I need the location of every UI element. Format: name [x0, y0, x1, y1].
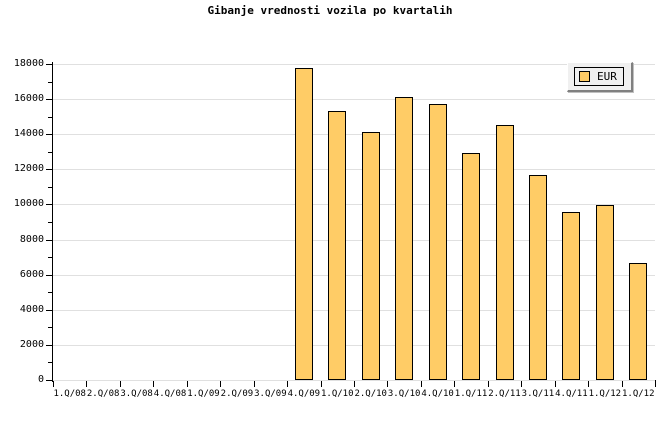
- x-axis-tick-label: 2.Q/08: [86, 389, 120, 399]
- y-tick-major: [46, 344, 53, 346]
- y-tick-minor: [48, 151, 53, 153]
- x-axis-tick-label: 3.Q/10: [387, 389, 421, 399]
- legend-item-eur[interactable]: EUR: [574, 67, 624, 86]
- x-axis-tick-label: 2.Q/10: [354, 389, 387, 399]
- plot-area: [53, 64, 655, 381]
- x-axis-tick-label: 4.Q/10: [421, 389, 454, 399]
- x-axis-tick-label: 4.Q/11: [555, 389, 588, 399]
- y-tick-minor: [48, 362, 53, 364]
- gridline: [53, 274, 655, 276]
- bar[interactable]: [528, 174, 547, 380]
- y-tick-major: [46, 169, 53, 171]
- x-axis-tick-label: 1.Q/09: [187, 389, 220, 399]
- y-tick-minor: [48, 327, 53, 329]
- x-tick: [521, 381, 523, 387]
- y-tick-major: [46, 274, 53, 276]
- x-tick: [186, 381, 188, 387]
- chart-legend[interactable]: EUR: [567, 62, 633, 92]
- x-tick: [554, 381, 556, 387]
- x-tick: [153, 381, 155, 387]
- y-tick-minor: [48, 222, 53, 223]
- x-tick: [119, 381, 121, 387]
- y-tick-minor: [48, 257, 53, 259]
- x-tick: [655, 381, 656, 387]
- x-axis-tick-label: 3.Q/09: [254, 389, 287, 399]
- y-axis-labels: 0 2000 4000 6000 8000 10000 12000 14000 16000 180…: [0, 0, 44, 440]
- bar[interactable]: [294, 67, 313, 380]
- x-tick: [86, 381, 88, 387]
- chart-title: Gibanje vrednosti vozila po kvartalih: [207, 4, 453, 17]
- x-axis-tick-label: 1.Q/11: [454, 389, 488, 399]
- bar[interactable]: [462, 152, 481, 380]
- bar[interactable]: [495, 125, 514, 380]
- x-tick: [320, 381, 322, 387]
- y-tick-major: [46, 239, 53, 241]
- bar[interactable]: [361, 132, 380, 380]
- x-tick: [287, 381, 289, 387]
- plot-background: [53, 64, 655, 380]
- x-tick: [487, 381, 489, 387]
- gridline: [53, 344, 655, 346]
- y-tick-minor: [48, 186, 53, 188]
- y-axis-tick-label: 14000: [13, 128, 44, 140]
- x-tick: [420, 381, 422, 387]
- y-axis-tick-label: 0: [37, 374, 44, 385]
- x-tick: [588, 381, 590, 387]
- x-tick: [253, 381, 255, 387]
- y-axis-tick-label: 8000: [19, 233, 44, 245]
- y-axis-tick-label: 2000: [19, 338, 44, 350]
- y-tick-minor: [48, 81, 53, 83]
- gridline: [53, 309, 655, 311]
- gridline: [53, 380, 655, 381]
- gridline: [53, 169, 655, 171]
- bar[interactable]: [328, 111, 347, 380]
- x-axis-tick-label: 1.Q/10: [321, 389, 354, 399]
- bar[interactable]: [629, 263, 648, 380]
- x-tick: [387, 381, 389, 387]
- gridline: [53, 134, 655, 136]
- y-tick-major: [46, 309, 53, 311]
- y-axis-tick-label: 10000: [13, 198, 44, 210]
- x-axis-tick-label: 2.Q/09: [220, 389, 254, 399]
- y-tick-major: [46, 64, 53, 65]
- y-axis-tick-label: 18000: [13, 58, 44, 69]
- bar[interactable]: [595, 205, 614, 380]
- legend-swatch-icon: [579, 71, 590, 82]
- x-tick: [454, 381, 456, 387]
- x-axis-tick-label: 1.Q/08: [53, 389, 86, 399]
- x-axis-tick-label: 1.Q/12: [588, 389, 622, 399]
- y-axis-tick-label: 6000: [19, 268, 44, 280]
- gridline: [53, 64, 655, 65]
- x-tick: [53, 381, 54, 387]
- y-tick-major: [46, 380, 53, 381]
- y-tick-minor: [48, 292, 53, 294]
- x-axis-tick-label: 3.Q/11: [521, 389, 555, 399]
- y-tick-major: [46, 204, 53, 206]
- x-tick: [621, 381, 623, 387]
- x-axis-tick-label: 1.Q/12: [622, 389, 655, 399]
- x-tick: [220, 381, 222, 387]
- bar[interactable]: [395, 97, 414, 380]
- bar[interactable]: [562, 212, 581, 380]
- gridline: [53, 204, 655, 206]
- legend-label: EUR: [597, 70, 617, 83]
- x-axis-tick-label: 2.Q/11: [488, 389, 521, 399]
- y-axis-tick-label: 12000: [13, 163, 44, 175]
- x-axis-tick-label: 3.Q/08: [120, 389, 153, 399]
- gridline: [53, 239, 655, 241]
- bar[interactable]: [428, 104, 447, 380]
- y-axis-tick-label: 4000: [19, 303, 44, 315]
- y-axis-tick-label: 16000: [13, 93, 44, 105]
- x-axis-tick-label: 4.Q/09: [287, 389, 321, 399]
- x-axis-tick-label: 4.Q/08: [153, 389, 187, 399]
- y-tick-major: [46, 99, 53, 101]
- x-tick: [354, 381, 355, 387]
- y-tick-minor: [48, 116, 53, 118]
- y-tick-major: [46, 134, 53, 136]
- gridline: [53, 99, 655, 101]
